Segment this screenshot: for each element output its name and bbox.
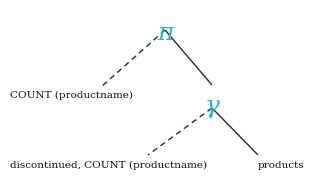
Text: discontinued, COUNT (productname): discontinued, COUNT (productname) [10,160,207,169]
Text: γ: γ [204,95,219,118]
Text: products: products [258,161,305,169]
Text: π: π [157,22,173,45]
Text: COUNT (productname): COUNT (productname) [10,90,133,100]
